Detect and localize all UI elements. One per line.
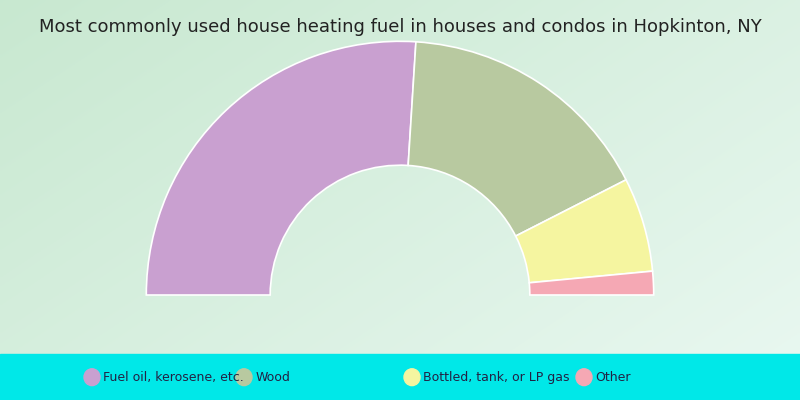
Text: Bottled, tank, or LP gas: Bottled, tank, or LP gas <box>423 371 570 384</box>
Text: Wood: Wood <box>255 371 290 384</box>
Ellipse shape <box>84 369 100 386</box>
Wedge shape <box>146 41 416 295</box>
Wedge shape <box>408 42 626 236</box>
Text: Other: Other <box>595 371 630 384</box>
Ellipse shape <box>576 369 592 386</box>
Text: Fuel oil, kerosene, etc.: Fuel oil, kerosene, etc. <box>103 371 244 384</box>
Wedge shape <box>530 271 654 295</box>
Bar <box>0 354 800 400</box>
Ellipse shape <box>236 369 252 386</box>
Ellipse shape <box>404 369 420 386</box>
Text: Most commonly used house heating fuel in houses and condos in Hopkinton, NY: Most commonly used house heating fuel in… <box>38 18 762 36</box>
Wedge shape <box>516 180 653 283</box>
